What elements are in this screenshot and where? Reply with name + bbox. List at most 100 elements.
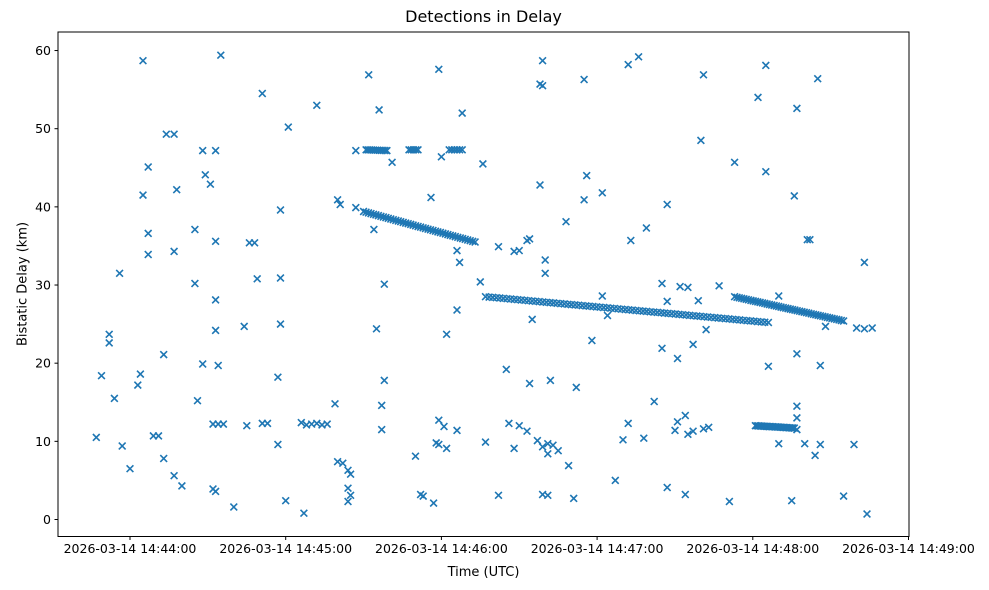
data-point-marker <box>860 324 869 333</box>
data-point-marker <box>453 426 461 435</box>
data-point-marker <box>411 452 420 461</box>
data-point-marker <box>297 418 306 427</box>
data-point-marker <box>198 360 207 368</box>
data-point-marker <box>455 258 464 267</box>
y-axis-ticks: 0 10 20 30 40 50 60 <box>35 43 58 527</box>
data-point-marker <box>533 436 542 445</box>
y-tick-label: 0 <box>43 512 51 527</box>
data-point-marker <box>494 491 503 500</box>
data-point-marker <box>136 370 145 379</box>
data-point-marker <box>543 491 552 500</box>
data-point-marker <box>792 104 801 113</box>
data-point-marker <box>229 503 238 511</box>
data-point-marker <box>351 146 360 155</box>
data-point-marker <box>839 492 848 501</box>
data-point-marker <box>434 440 443 449</box>
data-point-marker <box>258 89 267 98</box>
data-point-marker <box>381 146 389 155</box>
data-point-marker <box>338 459 347 468</box>
data-point-marker <box>346 491 355 500</box>
data-point-marker <box>481 438 490 447</box>
data-point-marker <box>344 484 352 493</box>
data-point-marker <box>515 246 524 255</box>
data-point-marker <box>133 381 142 390</box>
data-point-marker <box>774 292 783 300</box>
data-point-marker <box>598 292 607 300</box>
data-point-marker <box>284 123 293 132</box>
data-point-marker <box>562 217 570 226</box>
data-point-marker <box>242 421 251 430</box>
data-point-marker <box>170 247 179 256</box>
data-point-marker <box>211 295 220 304</box>
data-point-marker <box>276 206 285 214</box>
data-point-marker <box>388 158 397 167</box>
data-point-marker <box>344 497 352 506</box>
data-point-marker <box>471 238 480 246</box>
y-axis-label: Bistatic Delay (km) <box>15 221 31 347</box>
data-point-marker <box>541 269 550 278</box>
data-point-marker <box>312 101 321 110</box>
data-point-marker <box>805 235 814 244</box>
data-point-marker <box>754 93 762 102</box>
data-point-marker <box>458 109 467 118</box>
data-point-marker <box>110 394 119 403</box>
x-axis-ticks: 2026-03-14 14:44:00 2026-03-14 14:45:00 20… <box>64 536 975 556</box>
x-tick-label: 2026-03-14 14:48:00 <box>686 541 819 556</box>
data-point-marker <box>206 180 215 189</box>
data-point-marker <box>837 316 846 325</box>
data-point-marker <box>504 419 513 428</box>
data-point-marker <box>860 258 869 267</box>
data-point-marker <box>792 413 801 422</box>
data-point-marker <box>696 136 705 145</box>
data-point-marker <box>190 225 199 234</box>
y-tick-label: 40 <box>35 199 51 214</box>
data-point-marker <box>764 362 773 371</box>
data-point-marker <box>538 442 547 451</box>
data-point-marker <box>476 277 485 286</box>
data-point-marker <box>598 188 607 197</box>
data-point-marker <box>429 499 438 508</box>
x-tick-label: 2026-03-14 14:44:00 <box>64 541 197 556</box>
data-point-marker <box>240 322 249 331</box>
data-point-marker <box>626 236 635 245</box>
data-point-marker <box>216 51 225 60</box>
data-point-marker <box>478 159 487 168</box>
data-point-marker <box>273 440 282 449</box>
data-point-marker <box>554 446 563 455</box>
data-point-marker <box>694 296 703 305</box>
data-point-marker <box>115 269 124 278</box>
data-point-marker <box>663 297 672 306</box>
data-point-marker <box>219 420 228 429</box>
data-point-marker <box>453 246 461 255</box>
data-point-marker <box>658 279 666 288</box>
data-point-marker <box>105 338 114 347</box>
x-tick-label: 2026-03-14 14:49:00 <box>842 541 975 556</box>
data-point-marker <box>538 81 547 90</box>
data-point-marker <box>159 454 168 463</box>
data-point-marker <box>650 397 659 406</box>
data-point-marker <box>704 423 713 432</box>
data-point-marker <box>816 361 825 370</box>
data-point-marker <box>673 417 682 426</box>
data-point-marker <box>663 200 672 209</box>
data-point-marker <box>336 200 345 209</box>
data-point-marker <box>787 423 796 432</box>
data-point-marker <box>377 425 386 434</box>
data-point-marker <box>427 193 435 202</box>
data-point-marker <box>92 433 101 442</box>
data-point-marker <box>351 203 360 212</box>
data-point-marker <box>172 185 181 194</box>
data-point-marker <box>863 510 871 518</box>
data-point-marker <box>800 439 809 448</box>
data-point-marker <box>619 435 627 444</box>
data-point-marker <box>663 483 672 492</box>
data-point-marker <box>419 492 428 501</box>
data-point-marker <box>803 235 812 244</box>
data-point-marker <box>276 320 285 329</box>
data-point-marker <box>170 130 179 139</box>
data-point-marker <box>528 315 537 324</box>
data-point-marker <box>510 444 519 453</box>
data-point-marker <box>868 324 877 332</box>
data-point-marker <box>611 476 620 485</box>
